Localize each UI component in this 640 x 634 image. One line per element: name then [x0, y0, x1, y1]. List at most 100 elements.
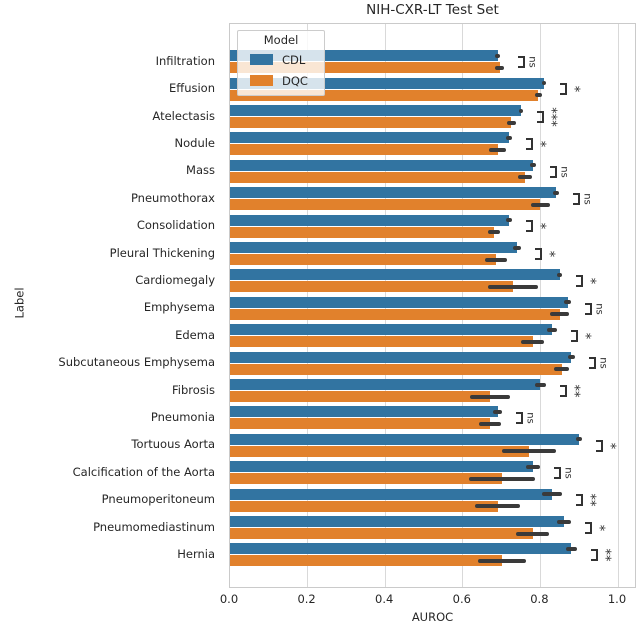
significance-bracket — [518, 56, 526, 68]
significance-bracket — [526, 138, 534, 151]
error-bar-cdl — [565, 546, 578, 551]
significance-label: ** — [566, 384, 582, 398]
error-bar-dqc — [468, 476, 535, 481]
bar-dqc — [230, 171, 525, 183]
error-bar-cdl — [542, 81, 547, 86]
bar-dqc — [230, 336, 533, 348]
bar-dqc — [230, 199, 541, 211]
error-bar-dqc — [517, 175, 532, 180]
error-bar-dqc — [484, 257, 507, 262]
bar-dqc — [230, 117, 512, 128]
significance-label: * — [582, 277, 598, 285]
significance-label: * — [541, 250, 557, 258]
significance-bracket — [573, 193, 581, 205]
error-bar-cdl — [513, 245, 521, 250]
error-bar-dqc — [495, 65, 505, 70]
bar-cdl — [230, 488, 553, 500]
significance-bracket — [537, 110, 545, 123]
x-tick-label: 0.4 — [375, 592, 394, 606]
y-tick-label: Mass — [186, 163, 215, 178]
error-bar-dqc — [530, 202, 551, 207]
error-bar-cdl — [556, 519, 571, 524]
significance-bracket — [596, 439, 604, 452]
error-bar-dqc — [553, 367, 570, 372]
bar-dqc — [230, 89, 539, 101]
bar-dqc — [230, 226, 494, 238]
significance-label: ns — [526, 56, 538, 68]
chart-title: NIH-CXR-LT Test Set — [366, 2, 499, 18]
x-axis-label: AUROC — [411, 610, 454, 624]
significance-bracket — [526, 220, 534, 233]
bar-cdl — [230, 406, 498, 418]
dqc-color-swatch — [250, 75, 273, 86]
legend: Model CDL DQC — [237, 30, 325, 96]
bar-cdl — [230, 50, 498, 62]
bar-cdl — [230, 516, 564, 527]
y-tick-label: Pneumomediastinum — [93, 519, 215, 534]
error-bar-cdl — [518, 108, 524, 113]
significance-bracket — [570, 330, 578, 342]
y-tick-label: Fibrosis — [172, 382, 215, 397]
significance-bracket — [575, 494, 583, 507]
bar-cdl — [230, 77, 545, 89]
error-bar-cdl — [506, 218, 513, 223]
error-bar-cdl — [552, 190, 560, 195]
legend-entry-cdl: CDL — [238, 49, 324, 70]
y-tick-label: Subcutaneous Emphysema — [58, 355, 215, 370]
y-tick-label: Pneumonia — [150, 409, 215, 424]
error-bar-dqc — [501, 449, 556, 454]
significance-label: ns — [597, 357, 609, 370]
error-bar-cdl — [547, 327, 557, 332]
bar-dqc — [230, 418, 490, 430]
error-bar-dqc — [489, 147, 507, 152]
significance-bracket — [576, 275, 584, 288]
x-tick-label: 0.8 — [530, 592, 549, 606]
significance-bracket — [560, 384, 568, 397]
bar-dqc — [230, 281, 514, 293]
significance-label: * — [532, 223, 548, 230]
legend-label-dqc: DQC — [282, 73, 308, 88]
bar-cdl — [230, 269, 560, 281]
bar-cdl — [230, 379, 541, 390]
error-bar-dqc — [521, 339, 545, 344]
bar-dqc — [230, 500, 498, 512]
error-bar-dqc — [477, 558, 526, 563]
bar-cdl — [230, 214, 510, 226]
error-bar-cdl — [534, 382, 547, 387]
bar-dqc — [230, 308, 560, 320]
significance-label: *** — [543, 107, 559, 127]
error-bar-cdl — [557, 272, 563, 277]
bar-dqc — [230, 363, 562, 375]
y-tick-label: Pneumothorax — [130, 190, 215, 205]
y-tick-label: Nodule — [174, 135, 216, 150]
significance-label: * — [577, 332, 593, 340]
y-tick-label: Atelectasis — [152, 108, 215, 123]
error-bar-dqc — [550, 312, 570, 317]
y-tick-label: Consolidation — [136, 218, 215, 233]
bar-cdl — [230, 159, 533, 171]
error-bar-dqc — [469, 394, 511, 399]
bar-cdl — [230, 187, 556, 199]
bar-cdl — [230, 105, 521, 116]
y-tick-label: Effusion — [169, 81, 215, 96]
error-bar-dqc — [535, 93, 542, 98]
significance-bracket — [591, 549, 599, 562]
significance-bracket — [588, 357, 596, 370]
significance-bracket — [549, 165, 557, 178]
significance-label: ns — [562, 467, 574, 479]
bar-cdl — [230, 324, 553, 336]
y-tick-label: Emphysema — [143, 300, 215, 315]
y-tick-label: Pleural Thickening — [109, 245, 215, 260]
bar-dqc — [230, 62, 500, 74]
bar-dqc — [230, 528, 533, 539]
error-bar-dqc — [506, 120, 516, 125]
bar-dqc — [230, 391, 490, 402]
bar-dqc — [230, 254, 496, 265]
error-bar-cdl — [542, 492, 562, 497]
significance-label: * — [602, 442, 618, 449]
significance-label: ns — [593, 302, 605, 315]
significance-bracket — [584, 521, 592, 534]
significance-label: * — [566, 86, 582, 93]
bar-cdl — [230, 351, 572, 363]
